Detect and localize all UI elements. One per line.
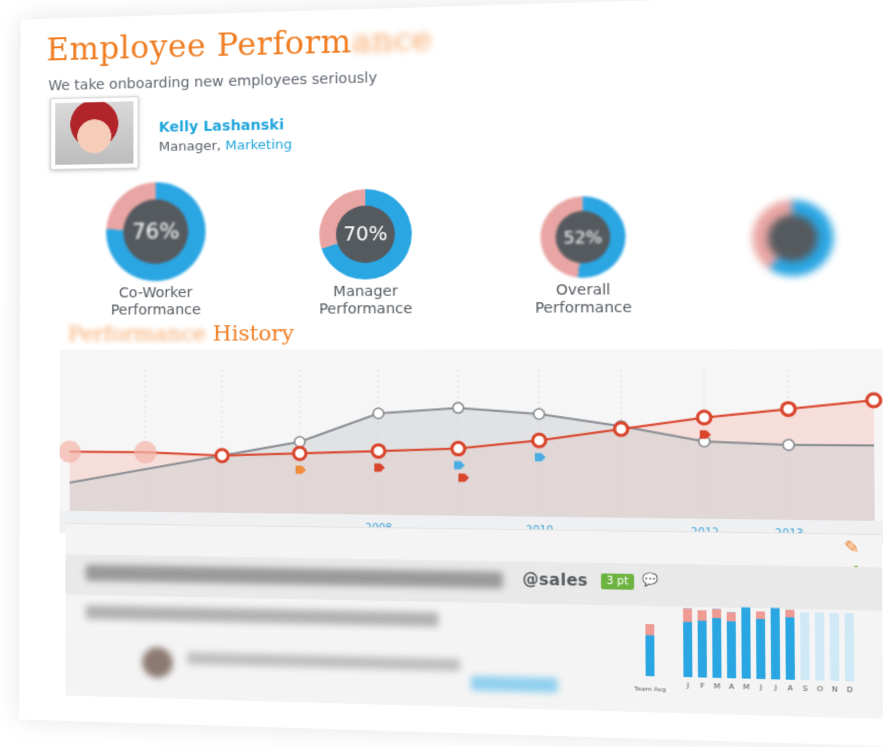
- grey-series-point: [453, 403, 464, 413]
- chat-icon[interactable]: 💬: [642, 572, 659, 587]
- month-bar-top: [712, 609, 721, 618]
- gauge-value: 76%: [123, 199, 188, 264]
- gauge-label-line2: Performance: [111, 302, 201, 319]
- team-avg-bar-top: [645, 624, 654, 635]
- month-label: M: [714, 682, 721, 691]
- month-label: O: [817, 685, 824, 694]
- gauge-ring: 52%: [540, 196, 626, 279]
- red-series-point: [134, 441, 156, 463]
- red-series-point: [533, 434, 546, 447]
- month-bar-top: [785, 610, 794, 618]
- points-badge: 3 pt: [601, 573, 634, 589]
- month-bar: [830, 613, 840, 681]
- red-series-point: [452, 442, 465, 455]
- month-label: M: [743, 683, 750, 692]
- gauge-label: [737, 280, 850, 299]
- page-title: Employee Performance: [46, 21, 432, 68]
- avatar-photo: [55, 101, 133, 165]
- grey-series-point: [534, 409, 545, 420]
- blurred-post-text: [86, 605, 439, 627]
- team-avg-label: Team Avg: [633, 685, 666, 693]
- month-bar-top: [698, 610, 707, 621]
- profile-role: Manager, Marketing: [159, 137, 292, 155]
- gauge-coworker: 76% Co-WorkerPerformance: [90, 181, 222, 320]
- month-label: S: [803, 684, 809, 693]
- blurred-avatar: [142, 647, 173, 678]
- pencil-icon[interactable]: ✎: [844, 537, 860, 558]
- gauge-label-line1: Overall: [556, 282, 611, 299]
- profile-name[interactable]: Kelly Lashanski: [159, 117, 284, 136]
- red-series-point: [372, 445, 385, 457]
- month-bar: [727, 612, 736, 678]
- red-series-point: [867, 394, 881, 407]
- month-bar: [741, 607, 750, 678]
- month-bar: [845, 613, 855, 681]
- performance-card: Employee Performance We take onboarding …: [19, 0, 883, 747]
- month-bar: [785, 610, 795, 680]
- month-bar: [756, 611, 766, 679]
- month-bar-top: [756, 611, 765, 619]
- gauge-fourth: [736, 199, 850, 299]
- month-label: F: [700, 682, 705, 691]
- month-bar-top: [683, 608, 692, 622]
- gauge-manager: 70% ManagerPerformance: [303, 188, 430, 319]
- gauge-overall: 52% OverallPerformance: [523, 195, 644, 317]
- month-label: A: [788, 684, 794, 693]
- gauge-value: 70%: [336, 205, 395, 263]
- month-bar: [771, 608, 781, 680]
- month-label: J: [773, 684, 777, 693]
- gauge-label-line2: Performance: [535, 300, 632, 317]
- gauge-value: [768, 214, 818, 261]
- grey-series-point: [783, 440, 794, 451]
- blurred-comment: [187, 652, 460, 671]
- red-series-point: [293, 447, 306, 459]
- red-series-point: [614, 423, 627, 436]
- history-title-main: History: [206, 321, 294, 346]
- gauge-label-line1: Manager: [333, 283, 398, 300]
- blurred-button[interactable]: [471, 676, 558, 693]
- gauge-label: OverallPerformance: [523, 282, 643, 318]
- gauge-value: 52%: [556, 211, 611, 264]
- red-series-point: [216, 449, 228, 461]
- red-series-point: [697, 411, 710, 424]
- gauge-ring: 76%: [106, 181, 205, 281]
- gauge-label: Co-WorkerPerformance: [90, 285, 222, 320]
- department-link[interactable]: Marketing: [225, 137, 292, 154]
- gauge-ring: 70%: [319, 188, 412, 279]
- history-title-fade: Performance: [68, 321, 206, 346]
- month-label: J: [759, 683, 763, 692]
- history-chart: 2008201020122013: [60, 349, 883, 554]
- page-subtitle: We take onboarding new employees serious…: [48, 70, 377, 94]
- monthly-bar-chart: Team AvgJFMAMJJASOND: [630, 601, 879, 703]
- avatar[interactable]: [50, 96, 138, 170]
- gauge-ring: [752, 199, 834, 276]
- mention-tag[interactable]: @sales: [522, 570, 588, 590]
- history-chart-svg: 2008201020122013: [60, 349, 883, 554]
- month-label: J: [686, 681, 689, 690]
- red-series-point: [782, 403, 796, 416]
- month-label: D: [847, 685, 853, 694]
- history-title: Performance History: [68, 321, 294, 346]
- activity-feed: ✎ ✔ @sales 3 pt 💬 Team AvgJFMAMJJASOND: [65, 523, 883, 719]
- month-label: N: [832, 685, 838, 694]
- grey-series-point: [295, 437, 305, 447]
- gauge-label-line1: Co-Worker: [119, 285, 193, 302]
- month-bar: [712, 609, 721, 678]
- role-title: Manager,: [159, 139, 221, 155]
- gauge-label-line2: Performance: [319, 301, 412, 318]
- month-bar-top: [727, 612, 736, 621]
- month-label: A: [729, 682, 735, 691]
- grey-series-point: [373, 408, 384, 418]
- title-main: Employee Perform: [46, 24, 351, 69]
- gauge-label: ManagerPerformance: [303, 283, 429, 319]
- month-bar: [800, 612, 810, 680]
- month-bar: [815, 613, 825, 681]
- title-fade: ance: [352, 21, 432, 60]
